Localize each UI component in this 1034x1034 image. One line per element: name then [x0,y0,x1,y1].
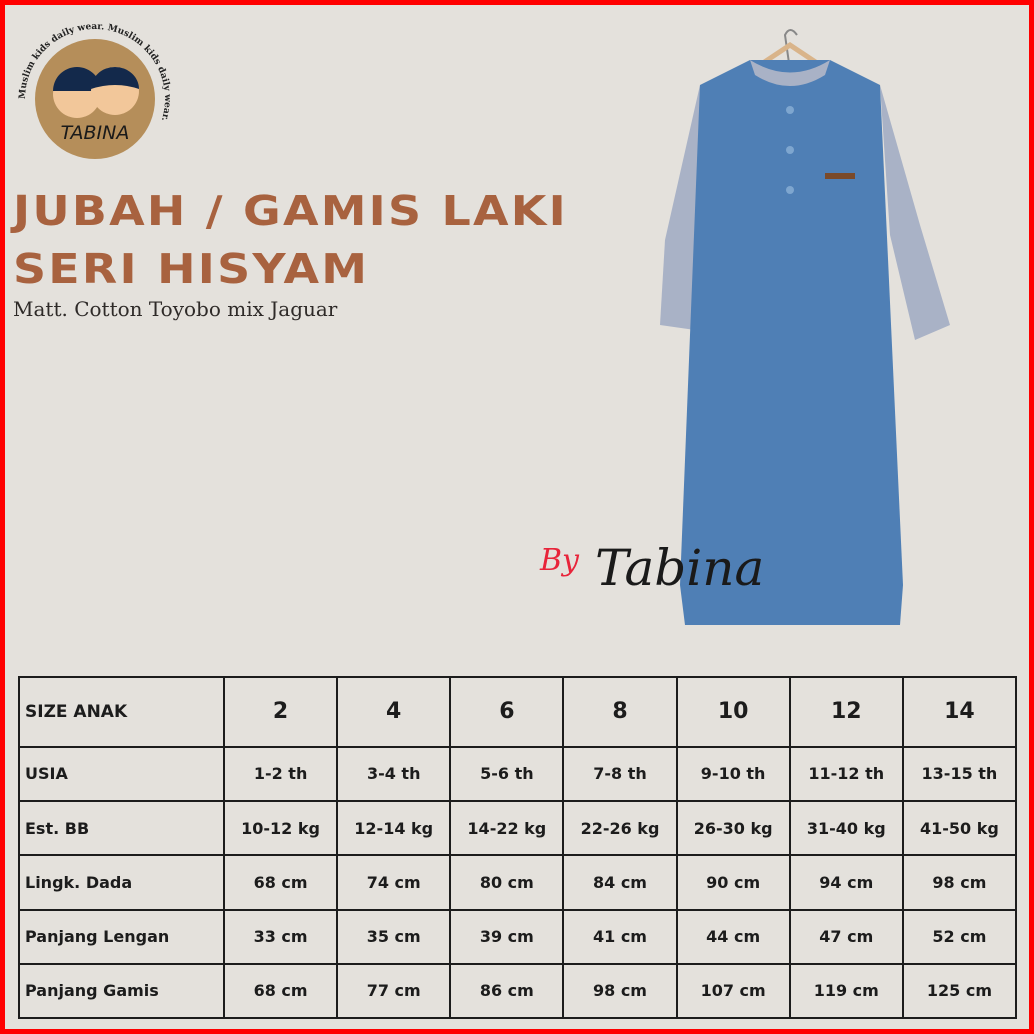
svg-text:TABINA: TABINA [61,122,130,144]
table-cell: 11-12 th [788,745,904,803]
table-cell: 47 cm [788,908,904,965]
size-header: 4 [336,676,452,748]
product-title-line2: SERI HISYAM [13,245,370,293]
size-header: 12 [788,676,904,748]
table-cell: 7-8 th [562,745,678,803]
table-cell: 90 cm [675,854,791,911]
row-label: Panjang Gamis [18,962,225,1020]
table-cell: 125 cm [901,962,1018,1020]
table-cell: 10-12 kg [222,799,339,857]
table-cell: 94 cm [788,854,904,911]
table-row: Panjang Gamis 68 cm 77 cm 86 cm 98 cm 107 cm 1… [18,962,1018,1020]
size-header: 10 [675,676,791,748]
table-cell: 107 cm [675,962,791,1020]
product-material: Matt. Cotton Toyobo mix Jaguar [13,297,338,321]
size-header: 2 [222,676,339,748]
table-row: USIA 1-2 th 3-4 th 5-6 th 7-8 th 9-10 th 11-12… [18,745,1018,803]
table-cell: 44 cm [675,908,791,965]
table-header-row: SIZE ANAK 2 4 6 8 10 12 14 [18,676,1018,748]
row-label: Est. BB [18,799,225,857]
table-cell: 98 cm [901,854,1018,911]
table-cell: 77 cm [336,962,452,1020]
size-header: 8 [562,676,678,748]
table-row: Panjang Lengan 33 cm 35 cm 39 cm 41 cm 44 cm 4… [18,908,1018,965]
table-cell: 9-10 th [675,745,791,803]
row-label: USIA [18,745,225,803]
size-header: 6 [449,676,565,748]
table-cell: 74 cm [336,854,452,911]
tabina-logo: Muslim kids daily wear. Muslim kids dail… [18,22,172,159]
table-cell: 41-50 kg [901,799,1018,857]
row-label: Lingk. Dada [18,854,225,911]
table-cell: 22-26 kg [562,799,678,857]
table-cell: 68 cm [222,854,339,911]
table-cell: 119 cm [788,962,904,1020]
svg-text:Tabina: Tabina [595,539,764,597]
table-cell: 98 cm [562,962,678,1020]
table-cell: 68 cm [222,962,339,1020]
table-row: Lingk. Dada 68 cm 74 cm 80 cm 84 cm 90 cm 94 c… [18,854,1018,911]
table-cell: 80 cm [449,854,565,911]
table-cell: 5-6 th [449,745,565,803]
row-label: Panjang Lengan [18,908,225,965]
product-title-line1: JUBAH / GAMIS LAKI [13,187,568,235]
table-cell: 35 cm [336,908,452,965]
table-cell: 52 cm [901,908,1018,965]
table-cell: 31-40 kg [788,799,904,857]
table-cell: 84 cm [562,854,678,911]
table-cell: 86 cm [449,962,565,1020]
table-cell: 3-4 th [336,745,452,803]
table-cell: 33 cm [222,908,339,965]
product-image: Muslim kids daily wear. Muslim kids dail… [5,5,1029,1029]
table-cell: 39 cm [449,908,565,965]
size-chart-table: SIZE ANAK 2 4 6 8 10 12 14 USIA 1-2 th 3-4… [18,676,1018,1020]
table-cell: 26-30 kg [675,799,791,857]
size-header: 14 [901,676,1018,748]
header-label: SIZE ANAK [18,676,225,748]
table-cell: 1-2 th [222,745,339,803]
table-row: Est. BB 10-12 kg 12-14 kg 14-22 kg 22-26 kg 2… [18,799,1018,857]
svg-text:By: By [539,543,580,578]
table-cell: 12-14 kg [336,799,452,857]
table-cell: 13-15 th [901,745,1018,803]
by-tabina-signature: By Tabina [539,539,764,597]
table-cell: 14-22 kg [449,799,565,857]
garment-photo [660,29,950,625]
table-cell: 41 cm [562,908,678,965]
